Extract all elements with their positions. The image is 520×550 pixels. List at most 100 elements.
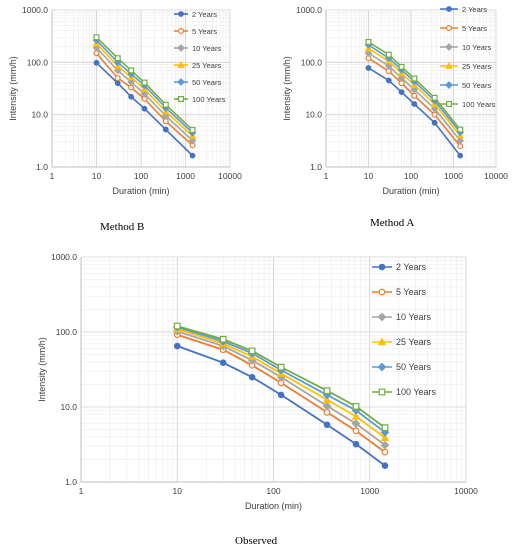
series-line [368, 57, 461, 147]
data-point [127, 78, 135, 86]
legend-entry: 25 Years [372, 337, 432, 347]
data-point [189, 126, 196, 133]
x-tick-label: 1000 [360, 486, 379, 496]
legend-entry: 100 Years [174, 95, 226, 104]
legend-entry: 25 Years [440, 61, 491, 71]
legend-label: 25 Years [396, 337, 432, 347]
y-tick-label: 10.0 [60, 402, 77, 412]
data-point [173, 342, 181, 350]
y-tick-label: 100.0 [301, 57, 323, 67]
data-point [378, 388, 386, 396]
y-tick-label: 10.0 [31, 110, 48, 120]
legend-entry: 5 Years [440, 24, 487, 33]
legend-entry: 10 Years [440, 43, 491, 52]
data-point [141, 105, 148, 112]
data-point [380, 432, 390, 441]
series-100-years [173, 322, 389, 432]
legend-label: 100 Years [396, 387, 437, 397]
data-point [385, 77, 392, 84]
x-tick-label: 10 [364, 171, 374, 181]
data-point [248, 347, 256, 355]
data-point [178, 95, 185, 102]
data-point [365, 65, 372, 71]
legend-entry: 5 Years [372, 287, 427, 297]
data-point [178, 11, 184, 17]
data-point [384, 62, 393, 70]
data-point [377, 312, 387, 322]
chart-1: 1 10 100 1000 10000 1.0 10.0 100.0 1000.0 Duratio… [282, 5, 508, 196]
chart-0: 1 10 100 1000 10000 1.0 10.0 100.0 1000.0 Duratio… [8, 5, 242, 196]
series-line [368, 41, 461, 131]
data-point [378, 263, 386, 271]
y-tick-label: 10.0 [305, 110, 322, 120]
y-axis-title: Intensity (mm/h) [282, 56, 292, 121]
data-point [248, 373, 256, 381]
series-line [368, 67, 461, 157]
y-tick-label: 100.0 [56, 327, 78, 337]
legend-label: 10 Years [462, 43, 491, 52]
series-line [368, 44, 461, 133]
data-point [457, 143, 464, 150]
series-line [95, 39, 194, 134]
data-point [410, 85, 419, 94]
data-point [411, 75, 418, 82]
data-point [351, 411, 361, 420]
x-tick-label: 1 [50, 171, 55, 181]
x-tick-label: 1 [324, 171, 329, 181]
series-5-years [365, 55, 464, 150]
legend-label: 5 Years [396, 287, 427, 297]
data-point [457, 126, 464, 133]
data-point [380, 440, 390, 450]
legend-label: 2 Years [192, 10, 217, 19]
data-point [381, 462, 389, 469]
x-tick-label: 10 [173, 486, 183, 496]
data-point [173, 322, 181, 330]
caption-method-b: Method B [100, 221, 145, 233]
data-point [113, 58, 122, 67]
legend-entry: 10 Years [174, 44, 221, 53]
x-tick-label: 10 [92, 171, 102, 181]
data-point [323, 421, 331, 429]
legend-label: 5 Years [192, 27, 217, 36]
series-line [368, 47, 461, 136]
y-tick-label: 1.0 [36, 162, 48, 172]
data-point [114, 55, 121, 62]
data-point [445, 43, 453, 51]
x-tick-label: 10000 [454, 486, 478, 496]
series-2-years [93, 59, 196, 159]
legend-entry: 50 Years [440, 81, 491, 90]
legend-entry: 2 Years [440, 5, 487, 14]
legend-label: 2 Years [396, 262, 427, 272]
data-point [446, 100, 453, 107]
data-point [177, 44, 185, 52]
data-point [188, 136, 197, 145]
data-point [378, 288, 386, 296]
series-100-years [365, 38, 464, 133]
data-point [162, 101, 169, 108]
data-point [446, 25, 453, 32]
data-point [277, 391, 285, 399]
legend-entry: 2 Years [372, 262, 427, 272]
series-line [95, 62, 194, 157]
series-50-years [92, 36, 197, 137]
data-point [128, 67, 135, 74]
legend-label: 50 Years [396, 362, 432, 372]
data-point [351, 419, 361, 428]
data-point [323, 387, 331, 395]
data-point [93, 34, 100, 41]
data-point [219, 335, 227, 343]
y-tick-label: 1000.0 [51, 252, 77, 262]
data-point [322, 395, 332, 404]
data-point [352, 440, 360, 448]
legend-entry: 2 Years [174, 10, 217, 19]
legend-entry: 5 Years [174, 27, 217, 36]
caption-observed: Observed [235, 535, 278, 547]
x-tick-label: 100 [404, 171, 418, 181]
data-point [431, 119, 438, 126]
data-point [161, 112, 170, 120]
series-line [95, 36, 194, 131]
legend-label: 25 Years [192, 61, 221, 70]
data-point [322, 401, 332, 411]
x-tick-label: 1000 [444, 171, 463, 181]
